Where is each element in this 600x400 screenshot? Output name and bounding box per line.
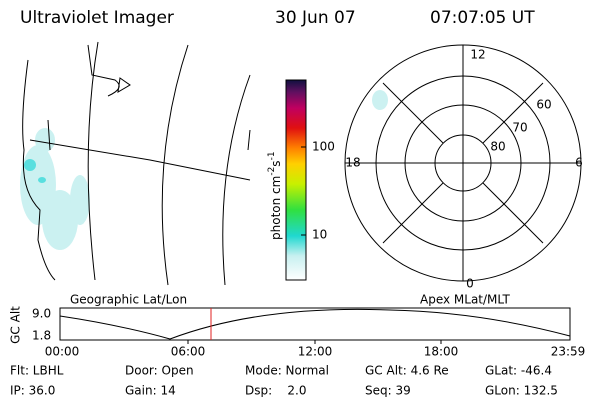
info-field: GLat: -46.4 xyxy=(485,364,552,378)
lat-label: 60 xyxy=(536,98,551,112)
lat-label: 70 xyxy=(512,121,527,135)
lat-label: 80 xyxy=(490,140,505,154)
date: 30 Jun 07 xyxy=(275,8,356,28)
timeline-ticks xyxy=(187,340,442,344)
info-field: Dsp: 2.0 xyxy=(245,384,307,398)
time-label: 23:59 xyxy=(551,345,586,359)
colorbar-unit: photon cm-2s-1 xyxy=(267,151,283,240)
title: Ultraviolet Imager xyxy=(20,8,174,28)
mlt-label: 18 xyxy=(345,156,360,170)
y-label: 9.0 xyxy=(32,307,51,321)
time-label: 00:00 xyxy=(45,345,80,359)
time: 07:07:05 UT xyxy=(430,8,535,28)
info-field: Seq: 39 xyxy=(365,384,411,398)
timeline-label: Apex MLat/MLT xyxy=(420,293,510,307)
unit: s xyxy=(269,160,283,166)
mlt-label: 12 xyxy=(470,48,485,62)
info-field: Flt: LBHL xyxy=(10,364,64,378)
info-field: IP: 36.0 xyxy=(10,384,55,398)
mlt-label: 6 xyxy=(575,156,583,170)
info-field: GLon: 132.5 xyxy=(485,384,558,398)
time-label: 18:00 xyxy=(424,345,459,359)
polar-grid xyxy=(344,44,582,282)
altitude-curve xyxy=(59,308,571,340)
map xyxy=(20,41,388,286)
axis-label: GC Alt xyxy=(9,306,23,344)
colorbar-tick-label: 10 xyxy=(312,228,327,242)
unit: photon cm xyxy=(269,176,283,240)
info-field: Gain: 14 xyxy=(125,384,176,398)
mlt-label: 0 xyxy=(466,277,474,291)
colorbar xyxy=(285,79,307,281)
time-label: 12:00 xyxy=(298,345,333,359)
info-field: GC Alt: 4.6 Re xyxy=(365,364,449,378)
unit-exp: -1 xyxy=(267,151,277,160)
time-label: 06:00 xyxy=(171,345,206,359)
unit-exp: -2 xyxy=(267,167,277,176)
timeline-label: Geographic Lat/Lon xyxy=(70,293,187,307)
y-label: 1.8 xyxy=(32,329,51,343)
colorbar-tick-label: 100 xyxy=(312,140,335,154)
info-field: Mode: Normal xyxy=(245,364,329,378)
info-field: Door: Open xyxy=(125,364,194,378)
